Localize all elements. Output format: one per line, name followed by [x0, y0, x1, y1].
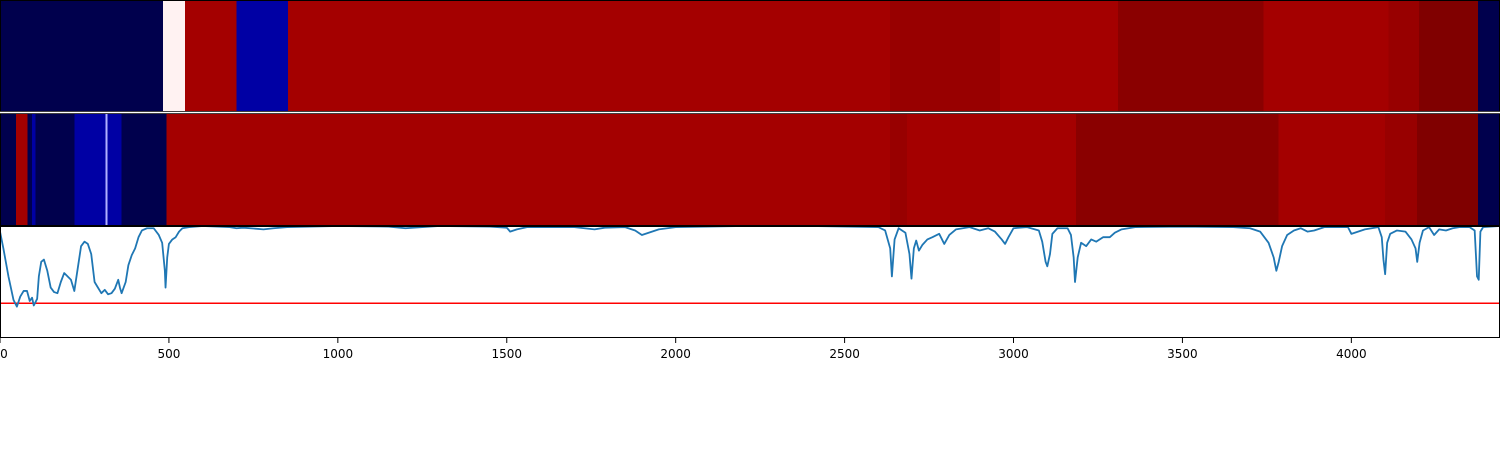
line-panel-bottom — [0, 225, 1500, 308]
x-tick-label: 2500 — [829, 347, 860, 361]
heatmap-cell — [1417, 113, 1479, 226]
heatmap-cell — [1263, 0, 1389, 112]
heatmap-cell — [162, 0, 186, 112]
heatmap-cell — [166, 113, 891, 226]
heatmap-cell — [1418, 0, 1479, 112]
heatmap-cell — [107, 113, 122, 226]
series-line — [0, 225, 1500, 308]
x-tick-label: 3000 — [998, 347, 1029, 361]
x-tick-label: 1000 — [323, 347, 354, 361]
x-tick-label: 1500 — [491, 347, 522, 361]
heatmap-cell — [1278, 113, 1386, 226]
heatmap-cell — [105, 113, 108, 226]
heatmap-panel-top — [0, 0, 1500, 112]
heatmap-cell — [1000, 0, 1119, 112]
heatmap-panel-middle — [0, 113, 1500, 226]
heatmap-cell — [185, 0, 237, 112]
heatmap-cell — [236, 0, 288, 112]
heatmap-cell — [890, 113, 908, 226]
x-axis: 0 500 1000 1500 2000 2500 3000 3500 4000 — [0, 338, 1367, 361]
heatmap-cell — [1118, 0, 1264, 112]
heatmap-cell — [0, 0, 163, 112]
x-tick-label: 4000 — [1336, 347, 1367, 361]
heatmap-cell — [287, 0, 891, 112]
x-tick-label: 0 — [0, 347, 8, 361]
x-tick-label: 3500 — [1167, 347, 1198, 361]
heatmap-cell — [1076, 113, 1279, 226]
heatmap-cell — [1385, 113, 1418, 226]
heatmap-cell — [121, 113, 167, 226]
heatmap-cell — [1388, 0, 1419, 112]
heatmap-cell — [907, 113, 1077, 226]
panel-frame — [0, 226, 1500, 338]
x-tick-label: 500 — [157, 347, 180, 361]
heatmap-cell — [27, 113, 33, 226]
heatmap-cell — [74, 113, 106, 226]
heatmap-cell — [1478, 113, 1500, 226]
heatmap-cell — [0, 113, 17, 226]
x-tick-label: 2000 — [660, 347, 691, 361]
heatmap-cell — [32, 113, 36, 226]
heatmap-cell — [35, 113, 75, 226]
heatmap-cell — [890, 0, 1000, 112]
heatmap-cell — [16, 113, 28, 226]
heatmap-cell — [1478, 0, 1500, 112]
